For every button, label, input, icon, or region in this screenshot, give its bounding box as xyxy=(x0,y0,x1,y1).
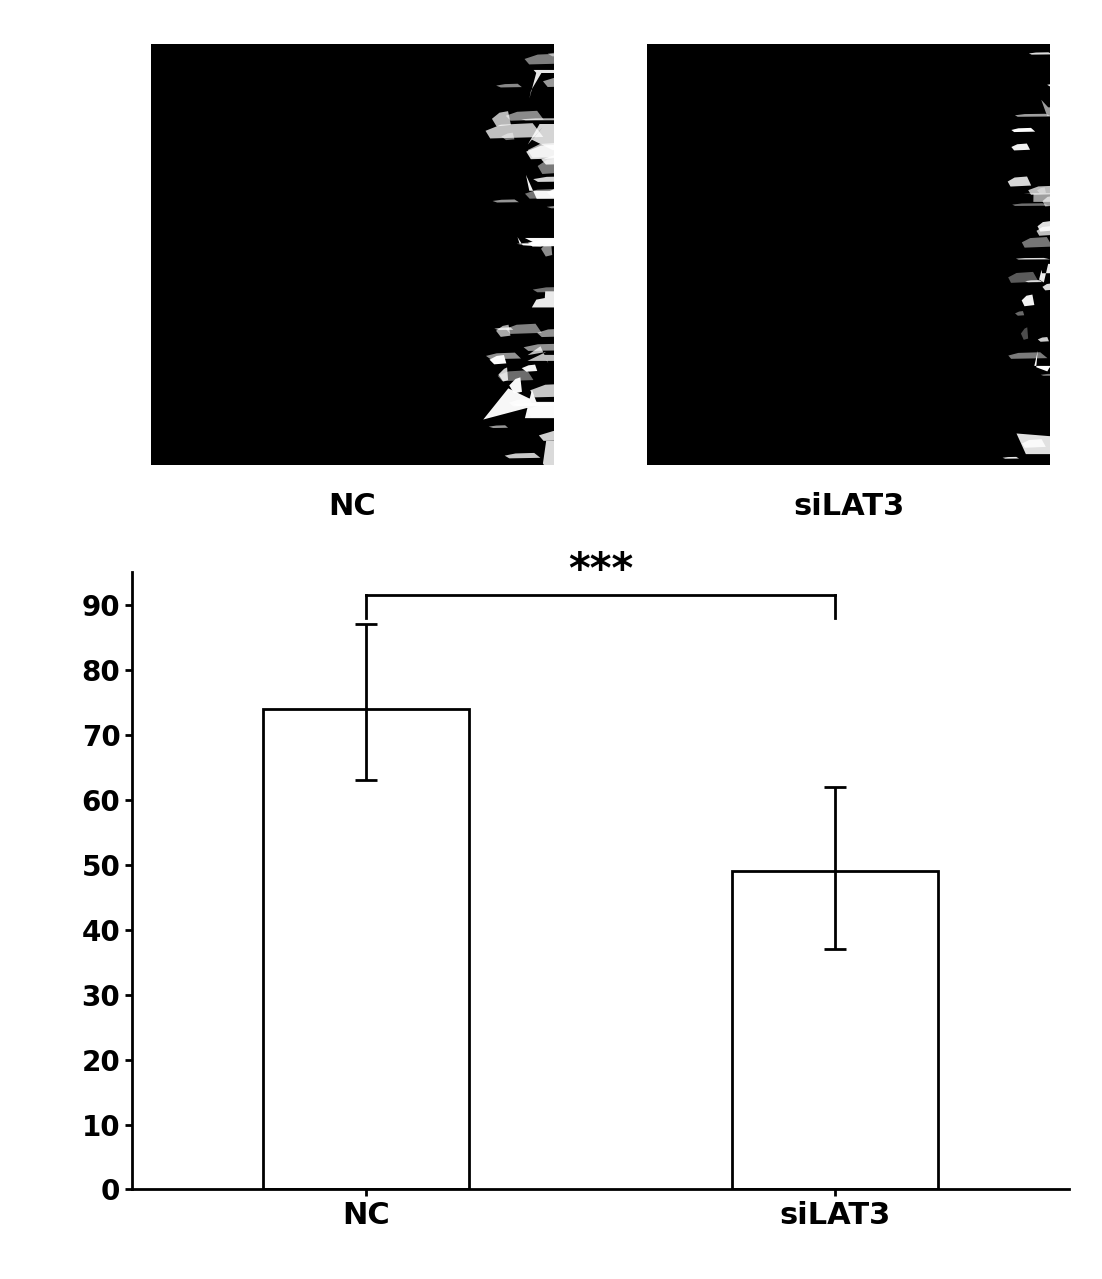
Polygon shape xyxy=(1037,226,1055,235)
Polygon shape xyxy=(493,200,519,202)
Polygon shape xyxy=(1022,237,1052,248)
Polygon shape xyxy=(547,187,573,197)
Polygon shape xyxy=(521,365,538,372)
Polygon shape xyxy=(1028,185,1068,194)
Polygon shape xyxy=(486,123,543,138)
Bar xyxy=(732,871,938,1189)
Polygon shape xyxy=(505,453,540,458)
Polygon shape xyxy=(484,389,573,420)
Polygon shape xyxy=(526,145,582,159)
Polygon shape xyxy=(1038,338,1049,341)
Polygon shape xyxy=(1008,272,1038,283)
Polygon shape xyxy=(1041,100,1069,116)
Polygon shape xyxy=(541,240,552,257)
Polygon shape xyxy=(1024,193,1069,202)
Polygon shape xyxy=(547,206,582,208)
Bar xyxy=(648,43,1050,466)
Polygon shape xyxy=(1029,52,1052,55)
Polygon shape xyxy=(488,425,508,428)
Polygon shape xyxy=(509,399,533,407)
Polygon shape xyxy=(523,344,575,350)
Polygon shape xyxy=(1020,327,1028,340)
Polygon shape xyxy=(528,142,570,157)
Polygon shape xyxy=(518,237,573,247)
Polygon shape xyxy=(548,51,599,56)
Polygon shape xyxy=(1012,128,1035,132)
Polygon shape xyxy=(532,292,573,307)
Polygon shape xyxy=(538,159,566,174)
Polygon shape xyxy=(1012,143,1030,151)
Polygon shape xyxy=(496,83,522,87)
Polygon shape xyxy=(1015,311,1024,316)
Polygon shape xyxy=(506,324,542,334)
Polygon shape xyxy=(1037,221,1054,231)
Polygon shape xyxy=(537,329,573,338)
Polygon shape xyxy=(525,189,566,198)
Polygon shape xyxy=(1035,350,1069,371)
Polygon shape xyxy=(1013,203,1049,206)
Polygon shape xyxy=(1040,373,1062,376)
Polygon shape xyxy=(1016,434,1069,454)
Polygon shape xyxy=(521,118,575,120)
Polygon shape xyxy=(530,384,587,398)
Polygon shape xyxy=(527,403,584,417)
Polygon shape xyxy=(1022,294,1035,306)
Text: siLAT3: siLAT3 xyxy=(793,492,905,521)
Polygon shape xyxy=(543,75,598,87)
Polygon shape xyxy=(529,70,573,98)
Polygon shape xyxy=(539,430,593,441)
Polygon shape xyxy=(528,124,573,150)
Polygon shape xyxy=(1016,258,1050,260)
Polygon shape xyxy=(1025,280,1042,283)
Polygon shape xyxy=(1042,196,1057,206)
Polygon shape xyxy=(1047,83,1072,87)
Polygon shape xyxy=(498,367,508,381)
Polygon shape xyxy=(543,441,573,473)
Polygon shape xyxy=(1007,177,1031,187)
Polygon shape xyxy=(501,133,515,141)
Polygon shape xyxy=(528,239,573,247)
Polygon shape xyxy=(514,403,564,405)
Polygon shape xyxy=(528,347,573,363)
Polygon shape xyxy=(532,286,581,293)
Polygon shape xyxy=(541,155,590,165)
Polygon shape xyxy=(1042,284,1054,290)
Polygon shape xyxy=(495,327,514,330)
Polygon shape xyxy=(1015,114,1052,116)
Polygon shape xyxy=(1039,263,1069,283)
Polygon shape xyxy=(491,111,511,127)
Text: NC: NC xyxy=(328,492,376,521)
Bar xyxy=(151,43,553,466)
Polygon shape xyxy=(1008,352,1048,359)
Bar xyxy=(263,709,469,1189)
Polygon shape xyxy=(486,353,521,359)
Text: ***: *** xyxy=(568,550,634,592)
Polygon shape xyxy=(533,177,582,182)
Polygon shape xyxy=(525,54,572,64)
Polygon shape xyxy=(496,325,510,336)
Polygon shape xyxy=(506,111,543,120)
Polygon shape xyxy=(509,377,522,394)
Polygon shape xyxy=(498,371,533,381)
Polygon shape xyxy=(1022,439,1046,448)
Polygon shape xyxy=(1003,457,1019,459)
Polygon shape xyxy=(1037,188,1046,193)
Polygon shape xyxy=(489,356,506,365)
Polygon shape xyxy=(517,243,548,244)
Polygon shape xyxy=(526,175,573,198)
